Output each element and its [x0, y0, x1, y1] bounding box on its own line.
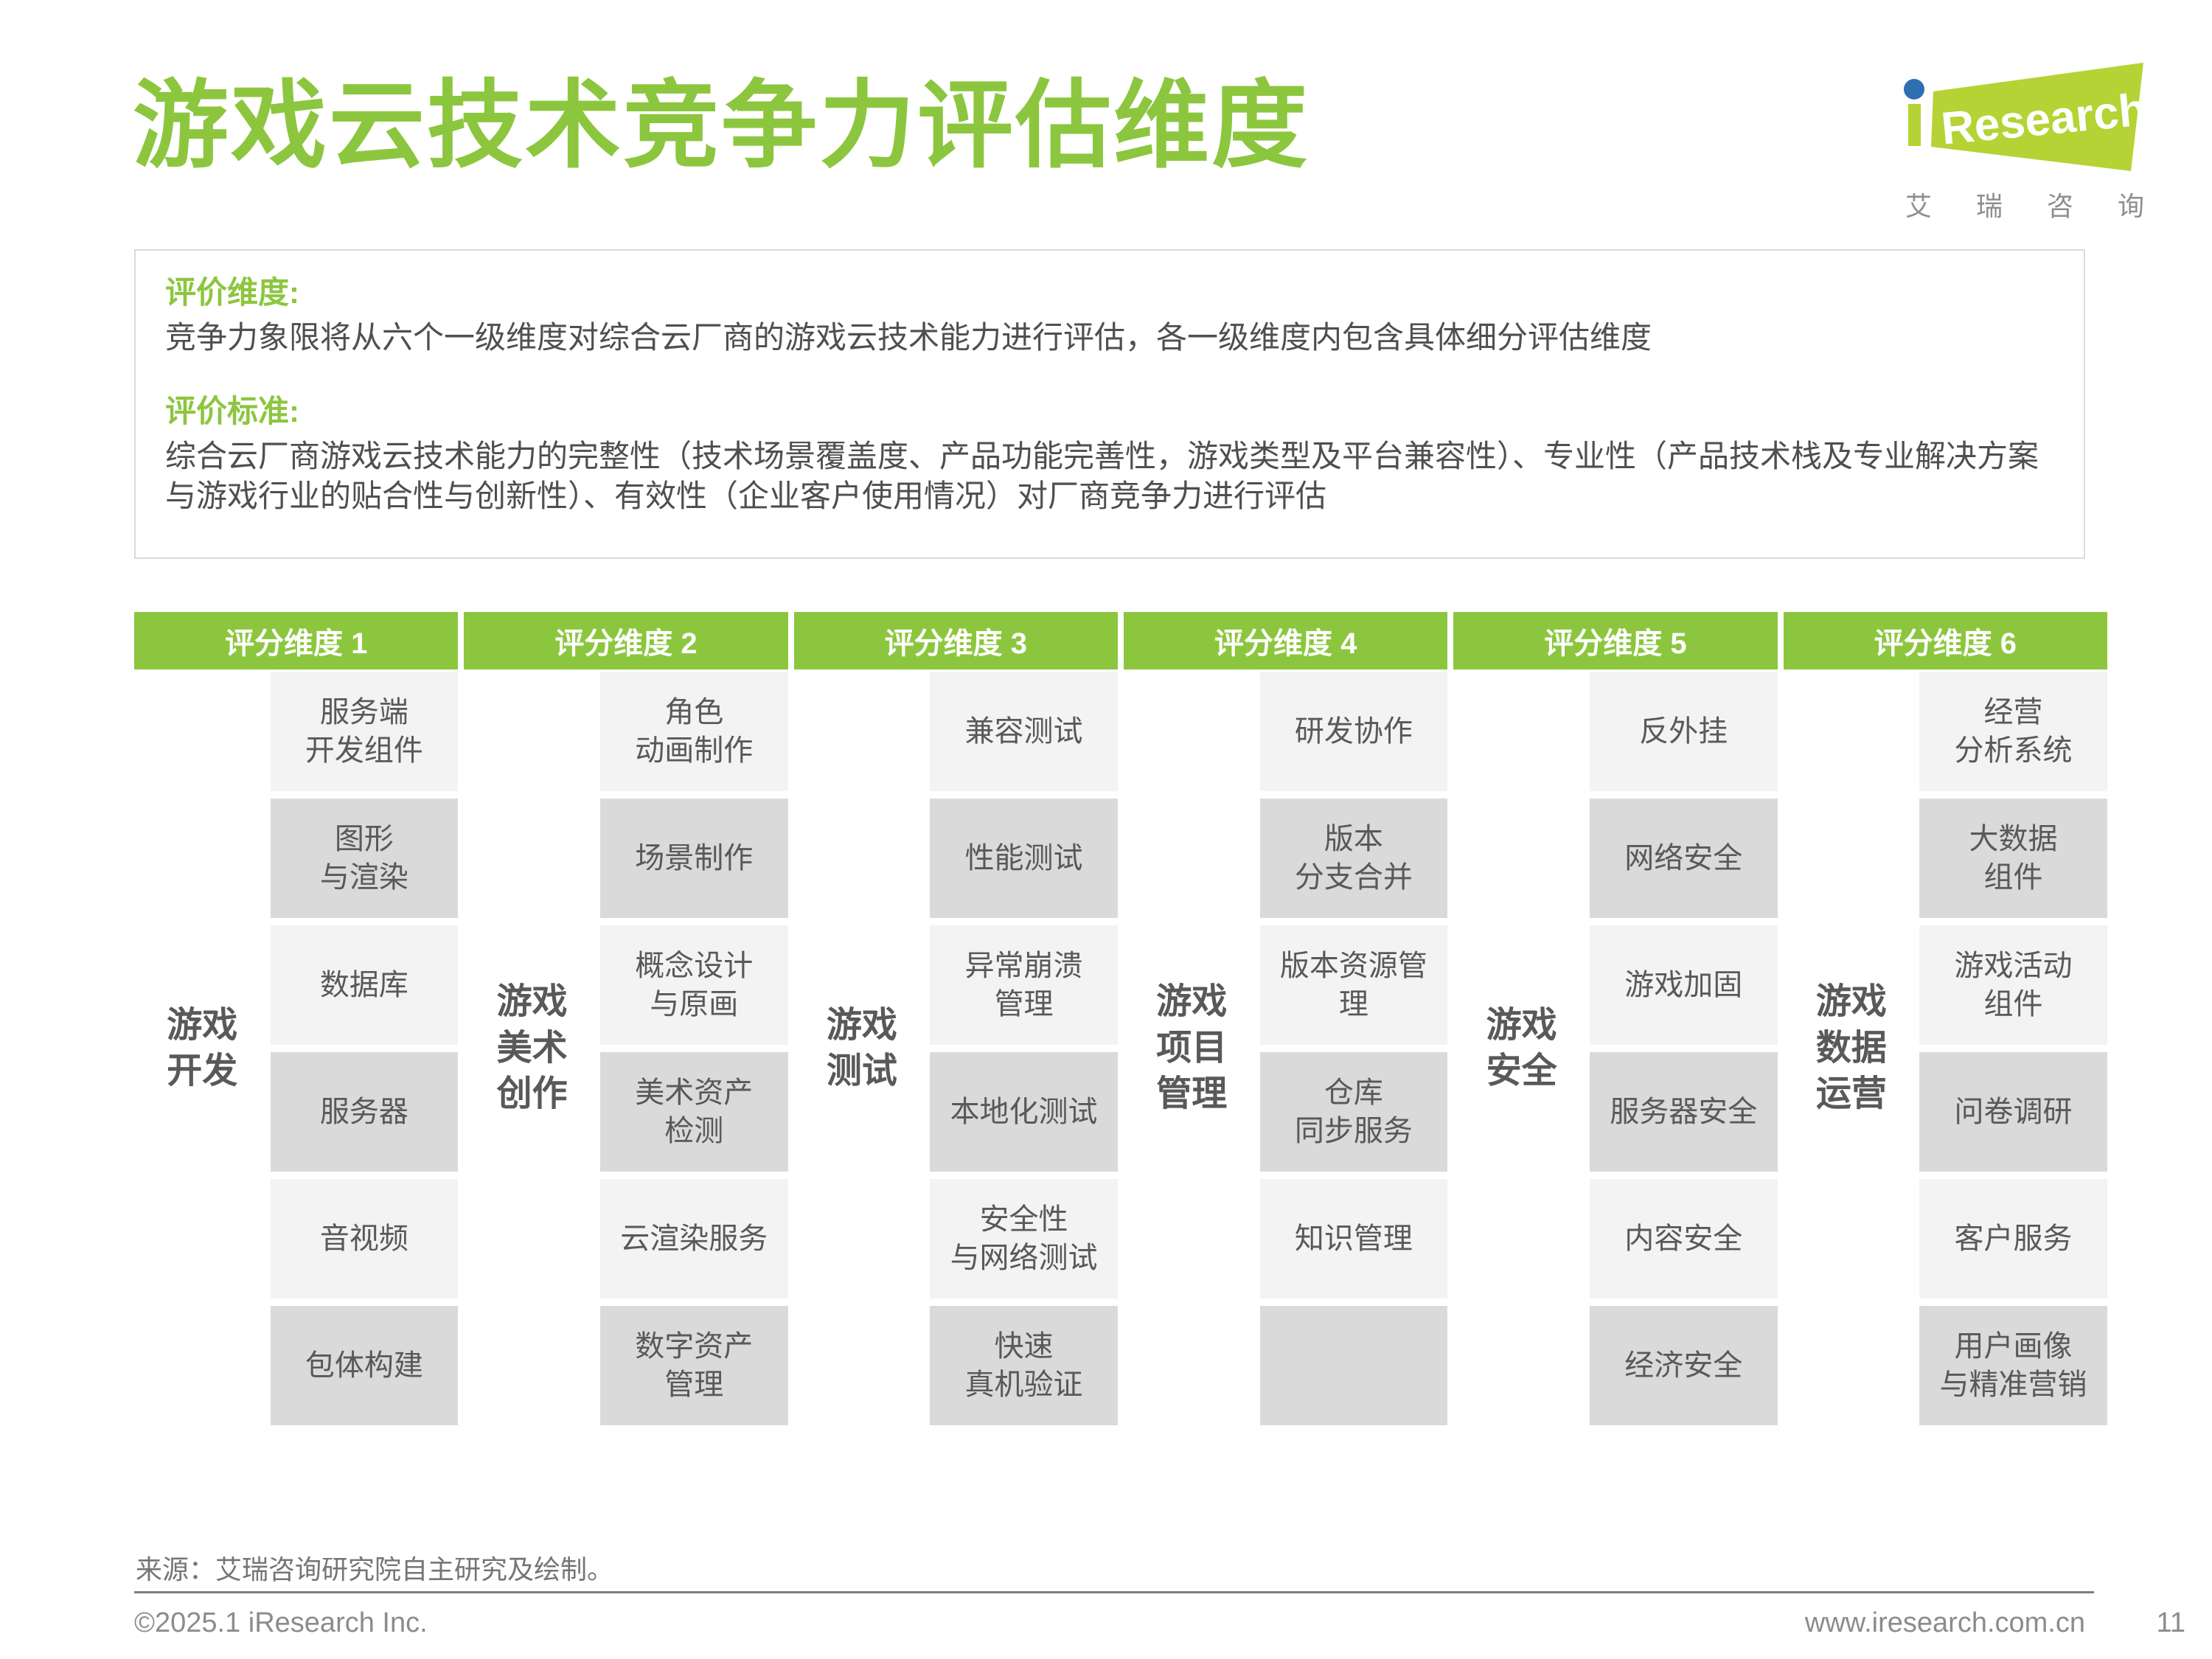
sub-dimension-cell: 图形 与渲染	[270, 799, 459, 918]
dimension-column-6: 评分维度 6 游戏 数据 运营 经营 分析系统 大数据 组件 游戏活动 组件 问…	[1783, 612, 2107, 1425]
sub-dimension-cell: 版本资源管 理	[1259, 925, 1448, 1045]
dimension-section-label: 评价维度:	[165, 275, 299, 310]
footer-divider	[134, 1591, 2094, 1593]
category-label: 游戏 美术 创作	[496, 982, 568, 1114]
column-header: 评分维度 5	[1453, 612, 1778, 669]
logo-subtext: 艾瑞咨询	[1905, 191, 2189, 221]
sub-dimension-cell: 内容安全	[1589, 1179, 1778, 1298]
dimension-column-3: 评分维度 3 游戏 测试 兼容测试 性能测试 异常崩溃 管理 本地化测试 安全性…	[793, 612, 1118, 1425]
sub-dimension-cell: 版本 分支合并	[1259, 799, 1448, 918]
dimension-column-5: 评分维度 5 游戏 安全 反外挂 网络安全 游戏加固 服务器安全 内容安全 经济…	[1453, 612, 1778, 1425]
source-note: 来源：艾瑞咨询研究院自主研究及绘制。	[136, 1554, 614, 1585]
dimension-column-1: 评分维度 1 游戏 开发 服务端 开发组件 图形 与渲染 数据库 服务器 音视频…	[134, 612, 459, 1425]
sub-dimension-cell: 场景制作	[599, 799, 788, 918]
logo-i-mark	[1904, 79, 1924, 146]
category-label: 游戏 项目 管理	[1156, 982, 1228, 1114]
iresearch-logo: Research 艾瑞咨询	[1899, 59, 2150, 223]
sub-dimension-cell: 异常崩溃 管理	[930, 925, 1118, 1045]
sub-dimension-cell: 大数据 组件	[1919, 799, 2107, 918]
sub-dimension-cell: 快速 真机验证	[930, 1306, 1118, 1425]
column-header: 评分维度 1	[134, 612, 459, 669]
website-text: www.iresearch.com.cn	[1804, 1607, 2085, 1638]
sub-dimension-cell: 用户画像 与精准营销	[1919, 1306, 2107, 1425]
sub-dimension-cell: 美术资产 检测	[599, 1052, 788, 1172]
sub-dimension-cell: 本地化测试	[930, 1052, 1118, 1172]
column-header: 评分维度 6	[1783, 612, 2107, 669]
sub-dimension-cell: 反外挂	[1589, 672, 1778, 791]
sub-dimension-cell: 安全性 与网络测试	[930, 1179, 1118, 1298]
sub-dimension-cell: 游戏活动 组件	[1919, 925, 2107, 1045]
logo-i-dot	[1904, 79, 1924, 100]
copyright-text: ©2025.1 iResearch Inc.	[134, 1607, 428, 1638]
category-label: 游戏 开发	[167, 1005, 238, 1091]
sub-dimension-cell: 性能测试	[930, 799, 1118, 918]
iresearch-logo-icon: Research	[1904, 63, 2149, 171]
page-number: 11	[2156, 1607, 2185, 1638]
sub-dimension-cell: 音视频	[270, 1179, 459, 1298]
sub-dimension-cell: 经济安全	[1589, 1306, 1778, 1425]
dimensions-table: 评分维度 1 游戏 开发 服务端 开发组件 图形 与渲染 数据库 服务器 音视频…	[134, 612, 2107, 1425]
sub-dimension-cell: 研发协作	[1259, 672, 1448, 791]
sub-dimension-cell: 概念设计 与原画	[599, 925, 788, 1045]
sub-dimension-cell: 游戏加固	[1589, 925, 1778, 1045]
logo-i-stem	[1908, 104, 1921, 146]
standard-section-label: 评价标准:	[165, 394, 299, 429]
category-label: 游戏 数据 运营	[1815, 982, 1887, 1114]
category-label: 游戏 测试	[826, 1005, 897, 1091]
page-title: 游戏云技术竞争力评估维度	[133, 72, 1310, 179]
sub-dimension-cell: 仓库 同步服务	[1259, 1052, 1448, 1172]
sub-dimension-cell: 经营 分析系统	[1919, 672, 2107, 791]
sub-dimension-cell: 知识管理	[1259, 1179, 1448, 1298]
sub-dimension-cell: 包体构建	[270, 1306, 459, 1425]
evaluation-intro-box: 评价维度: 竞争力象限将从六个一级维度对综合云厂商的游戏云技术能力进行评估，各一…	[134, 249, 2085, 559]
sub-dimension-cell: 兼容测试	[930, 672, 1118, 791]
sub-dimension-cell: 网络安全	[1589, 799, 1778, 918]
sub-dimension-cell: 数字资产 管理	[599, 1306, 788, 1425]
column-header: 评分维度 2	[464, 612, 788, 669]
sub-dimension-cell: 服务端 开发组件	[270, 672, 459, 791]
sub-dimension-cell	[1259, 1306, 1448, 1425]
dimension-section-text: 竞争力象限将从六个一级维度对综合云厂商的游戏云技术能力进行评估，各一级维度内包含…	[165, 319, 1652, 355]
sub-dimension-cell: 问卷调研	[1919, 1052, 2107, 1172]
category-label: 游戏 安全	[1486, 1005, 1557, 1091]
column-header: 评分维度 3	[793, 612, 1118, 669]
sub-dimension-cell: 服务器	[270, 1052, 459, 1172]
sub-dimension-cell: 客户服务	[1919, 1179, 2107, 1298]
dimension-column-2: 评分维度 2 游戏 美术 创作 角色 动画制作 场景制作 概念设计 与原画 美术…	[464, 612, 788, 1425]
dimension-column-4: 评分维度 4 游戏 项目 管理 研发协作 版本 分支合并 版本资源管 理 仓库 …	[1123, 612, 1448, 1425]
sub-dimension-cell: 角色 动画制作	[599, 672, 788, 791]
sub-dimension-cell: 云渲染服务	[599, 1179, 788, 1298]
standard-section-text: 综合云厂商游戏云技术能力的完整性（技术场景覆盖度、产品功能完善性，游戏类型及平台…	[165, 438, 2039, 514]
sub-dimension-cell: 服务器安全	[1589, 1052, 1778, 1172]
sub-dimension-cell: 数据库	[270, 925, 459, 1045]
logo-banner-shape	[1931, 63, 2143, 171]
column-header: 评分维度 4	[1123, 612, 1448, 669]
